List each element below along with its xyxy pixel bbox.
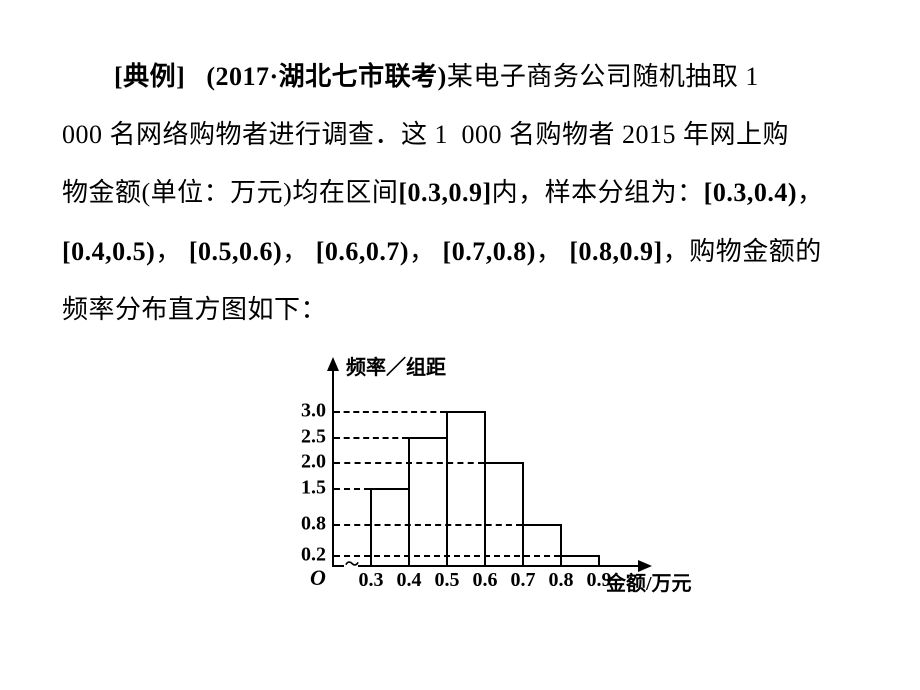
t6: 频率分布直方图如下： <box>62 295 327 324</box>
s2: ， <box>155 237 182 266</box>
s3: ， <box>282 237 309 266</box>
t3a: 物金额(单位：万元)均在区间 <box>62 178 398 207</box>
example-label: [典例] <box>114 62 185 91</box>
x-tick-label: 0.6 <box>465 569 505 592</box>
y-tick-label: 2.0 <box>286 451 326 474</box>
y-axis <box>332 369 334 565</box>
x-tick-label: 0.8 <box>541 569 581 592</box>
t1: 某电子商务公司随机抽取 1 <box>447 62 759 91</box>
g1: [0.3,0.4) <box>704 178 797 207</box>
x-tick-label: 0.3 <box>351 569 391 592</box>
histogram-bar <box>370 488 410 565</box>
g4: [0.6,0.7) <box>316 237 409 266</box>
y-tick-label: 1.5 <box>286 477 326 500</box>
x-tick-label: 0.9 <box>579 569 619 592</box>
grid-line <box>334 555 560 557</box>
x-tick-label: 0.5 <box>427 569 467 592</box>
histogram-bar <box>446 411 486 565</box>
t5: ，购物金额的 <box>663 237 822 266</box>
t3b: 内，样本分组为： <box>492 178 704 207</box>
histogram-bar <box>484 462 524 565</box>
page: [典例] (2017·湖北七市联考)某电子商务公司随机抽取 1 000 名网络购… <box>0 0 920 597</box>
x-tick-label: 0.4 <box>389 569 429 592</box>
histogram-bar <box>522 524 562 565</box>
grid-line <box>334 437 408 439</box>
problem-text: [典例] (2017·湖北七市联考)某电子商务公司随机抽取 1 000 名网络购… <box>62 48 858 339</box>
t2: 000 名网络购物者进行调查．这 1 000 名购物者 2015 年网上购 <box>62 120 789 149</box>
g3: [0.5,0.6) <box>189 237 282 266</box>
s1: ， <box>797 178 824 207</box>
y-axis-title: 频率／组距 <box>346 351 446 380</box>
histogram-bar <box>408 437 448 566</box>
y-tick-label: 2.5 <box>286 425 326 448</box>
g2: [0.4,0.5) <box>62 237 155 266</box>
interval-all: [0.3,0.9] <box>398 178 491 207</box>
grid-line <box>334 462 484 464</box>
histogram-bar <box>560 555 600 565</box>
g5: [0.7,0.8) <box>443 237 536 266</box>
source: (2017·湖北七市联考) <box>206 62 447 91</box>
s5: ， <box>536 237 563 266</box>
grid-line <box>334 524 522 526</box>
grid-line <box>334 411 446 413</box>
x-axis <box>332 565 640 567</box>
x-tick-label: 0.7 <box>503 569 543 592</box>
y-axis-arrow <box>327 357 339 371</box>
g6: [0.8,0.9] <box>569 237 662 266</box>
histogram-chart: 〜频率／组距金额/万元O0.20.81.52.02.53.00.30.40.50… <box>240 347 680 597</box>
y-tick-label: 0.2 <box>286 543 326 566</box>
y-tick-label: 0.8 <box>286 513 326 536</box>
origin-label: O <box>310 565 326 591</box>
grid-line <box>334 488 370 490</box>
s4: ， <box>409 237 436 266</box>
y-tick-label: 3.0 <box>286 399 326 422</box>
